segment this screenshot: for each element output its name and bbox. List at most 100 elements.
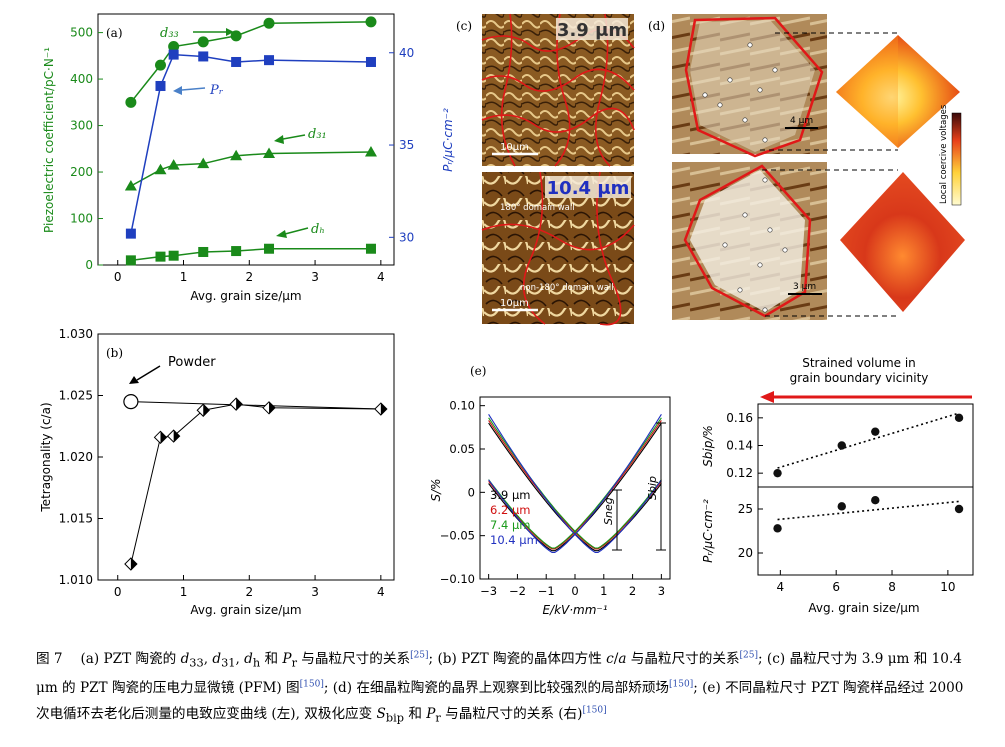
d33-label: d₃₃	[160, 26, 179, 41]
ceramic-point-half	[130, 558, 137, 571]
b-y-tick-label: 1.025	[59, 389, 93, 403]
ceramic-point-half	[203, 404, 210, 417]
dh-arrow-head	[276, 230, 287, 238]
butterfly-curve-down	[488, 417, 662, 549]
legend-entry: 6.2 μm	[490, 503, 530, 517]
pr-label: Pᵣ	[209, 83, 224, 98]
sbip-point	[837, 441, 846, 450]
b-x-tick-label: 3	[311, 585, 319, 599]
grain-outline-top	[684, 16, 824, 158]
d33-arrow-head	[226, 28, 234, 36]
strain-markers	[612, 422, 666, 551]
measurement-points-bottom	[722, 177, 788, 313]
scale-label-d-bottom: 3 μm	[793, 282, 816, 292]
panel-e-curves	[488, 414, 662, 553]
panel-c-label: (c)	[456, 19, 472, 33]
panel-a-xlabel: Avg. grain size/μm	[190, 289, 301, 303]
coercive-map-top	[836, 35, 960, 148]
pr-arrow-head	[173, 86, 182, 95]
panel-c: (c) 3.9 μm 10μm 10.4 μm 180° domain wall…	[456, 13, 635, 326]
e-y-tick-label: 0.05	[449, 442, 475, 456]
legend-entry: 3.9 μm	[490, 488, 530, 502]
panel-e-ylabel: S/%	[429, 478, 443, 501]
sneg-label: Sneg	[602, 497, 615, 525]
connector-lines	[760, 32, 898, 317]
powder-arrow	[136, 365, 161, 381]
d31-point	[124, 179, 137, 191]
dh-point	[231, 246, 242, 257]
panel-b-frame	[97, 333, 395, 581]
panel-e-right-xlabel: Avg. grain size/μm	[808, 601, 919, 615]
e-y-tick-label: −0.10	[440, 572, 475, 586]
panel-e-xlabel: E/kV·mm⁻¹	[542, 603, 607, 617]
panel-b-label: (b)	[106, 346, 123, 360]
pr-frame	[757, 486, 974, 576]
panel-b: (b) 1.010 1.015 1.020 1.025 1.030 0 1 2 3 4 Powde…	[39, 327, 395, 617]
panel-a-marks	[124, 16, 377, 266]
coercive-map-bottom	[840, 172, 965, 312]
grain-top	[690, 20, 815, 152]
ceramic-point-half	[160, 431, 167, 444]
panel-a-ylabel-left: Piezoelectric coefficient/pC·N⁻¹	[42, 47, 56, 233]
a-left-tick-label: 300	[70, 119, 93, 133]
panel-b-ylabel: Tetragonality (c/a)	[39, 402, 53, 512]
e-x-tick-label: 0	[571, 584, 578, 598]
scale-label-top: 10μm	[500, 142, 529, 153]
d33-point	[230, 30, 242, 42]
strained-title-1: Strained volume in	[802, 356, 916, 370]
grain-boundaries-large	[481, 171, 635, 326]
pr-point	[264, 55, 275, 66]
d31-arrow	[282, 134, 306, 140]
sbip-label: Sbip	[646, 476, 659, 500]
panel-e-right: Strained volume in grain boundary vicini…	[701, 356, 974, 615]
figure-caption: 图 7 (a) PZT 陶瓷的 d33, d31, dh 和 Pr 与晶粒尺寸的…	[36, 644, 981, 730]
d33-point	[154, 59, 166, 71]
size-label-top: 3.9 μm	[557, 20, 627, 41]
panel-a-label: (a)	[106, 26, 123, 40]
pr-point	[125, 228, 136, 239]
d31-point	[197, 157, 210, 169]
size-label-bottom: 10.4 μm	[547, 178, 630, 199]
e-y-tick-label: 0.10	[449, 399, 475, 413]
d33-point	[197, 36, 209, 48]
d33-point	[263, 17, 275, 29]
pr-point	[168, 49, 179, 60]
b-y-tick-label: 1.030	[59, 327, 93, 341]
d31-arrow-head	[274, 135, 284, 144]
pr-point	[155, 80, 166, 91]
b-x-tick-label: 4	[377, 585, 385, 599]
e-x-tick-label: −1	[538, 584, 555, 598]
d33-point	[125, 96, 137, 108]
scale-label-bottom: 10μm	[500, 298, 529, 309]
dh-point	[198, 246, 209, 257]
panel-e-left: (e) 0.10 0.05 0 −0.05 −0.10 −3 −2 −1 0 1 2 3 3.9 μm…	[429, 364, 671, 617]
a-right-tick-label: 30	[399, 230, 414, 244]
pr-arrow	[181, 87, 206, 91]
sbip-point	[954, 413, 964, 423]
panel-a-annotations: d₃₃ Pᵣ d₃₁ dₕ	[160, 26, 327, 238]
ceramic-point-half	[173, 430, 180, 443]
panel-d: (d) 4 μm 3 μm Local coerci	[648, 14, 965, 320]
pr-point	[837, 502, 846, 511]
e-x-tick-label: 1	[600, 584, 607, 598]
powder-label: Powder	[168, 355, 216, 370]
sbip-frame	[757, 403, 974, 488]
pr-y-tick-label: 25	[738, 502, 753, 516]
sbip-trend	[777, 412, 960, 469]
e-x-tick-label: −2	[509, 584, 526, 598]
a-left-tick-label: 500	[70, 26, 93, 40]
pr-point	[954, 504, 964, 514]
coercive-map-top-shade	[836, 35, 898, 148]
a-x-tick-label: 0	[114, 270, 122, 284]
strained-arrow-head	[760, 391, 774, 403]
a-right-tick-label: 35	[399, 138, 414, 152]
a-x-tick-label: 3	[311, 270, 319, 284]
series-line-Pr	[130, 53, 371, 234]
ceramic-line	[130, 403, 381, 565]
d31-point	[167, 159, 180, 170]
b-x-tick-label: 1	[180, 585, 188, 599]
e-x-tick-label: −3	[480, 584, 497, 598]
wall-non180-label: non-180° domain wall	[520, 283, 614, 293]
